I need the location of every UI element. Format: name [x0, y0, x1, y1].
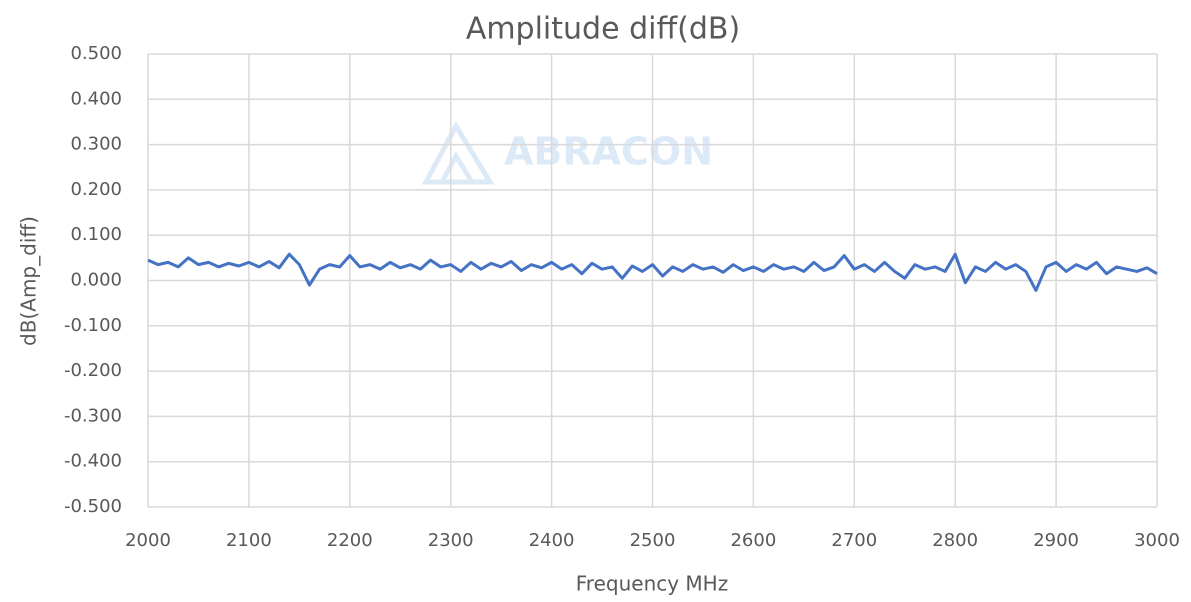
- x-tick-label: 2000: [125, 530, 171, 551]
- y-tick-label: 0.000: [70, 270, 122, 291]
- y-tick-label: -0.100: [64, 315, 122, 336]
- y-tick-label: 0.100: [70, 224, 122, 245]
- x-tick-label: 2700: [831, 530, 877, 551]
- x-tick-label: 2600: [730, 530, 776, 551]
- y-tick-label: -0.400: [64, 451, 122, 472]
- y-tick-label: -0.500: [64, 496, 122, 517]
- data-line: [147, 252, 1158, 292]
- y-tick-label: -0.300: [64, 405, 122, 426]
- y-tick-label: 0.400: [70, 88, 122, 109]
- x-tick-label: 2100: [226, 530, 272, 551]
- x-tick-label: 2200: [327, 530, 373, 551]
- x-tick-label: 2300: [428, 530, 474, 551]
- watermark-text: ABRACON: [504, 130, 713, 174]
- x-tick-label: 3000: [1134, 530, 1180, 551]
- x-axis-label: Frequency MHz: [576, 572, 728, 596]
- y-axis-label: dB(Amp_diff): [17, 216, 41, 346]
- y-tick-label: 0.500: [70, 43, 122, 64]
- y-tick-label: -0.200: [64, 360, 122, 381]
- x-tick-label: 2400: [529, 530, 575, 551]
- y-tick-label: 0.200: [70, 179, 122, 200]
- chart-title: Amplitude diff(dB): [466, 12, 740, 47]
- x-tick-label: 2500: [630, 530, 676, 551]
- x-tick-label: 2800: [932, 530, 978, 551]
- y-tick-label: 0.300: [70, 134, 122, 155]
- watermark: ABRACON: [421, 120, 713, 185]
- x-tick-label: 2900: [1033, 530, 1079, 551]
- watermark-logo: [421, 120, 495, 185]
